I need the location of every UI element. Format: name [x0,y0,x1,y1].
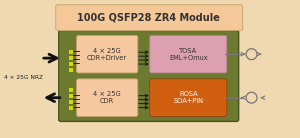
FancyBboxPatch shape [76,79,138,116]
Text: TOSA
EML+Omux: TOSA EML+Omux [169,48,208,61]
Bar [69,62,73,66]
Text: 4 × 25G
CDR+Driver: 4 × 25G CDR+Driver [87,48,127,61]
Bar [69,68,73,72]
FancyBboxPatch shape [59,30,239,121]
FancyBboxPatch shape [150,35,227,73]
FancyBboxPatch shape [56,5,243,30]
Text: ROSA
SOA+PIN: ROSA SOA+PIN [173,91,203,104]
Text: 4 × 25G
CDR: 4 × 25G CDR [93,91,121,104]
Text: 100G QSFP28 ZR4 Module: 100G QSFP28 ZR4 Module [77,13,220,23]
Text: 4 × 25G NRZ: 4 × 25G NRZ [4,75,43,80]
Bar [69,88,73,92]
Bar [69,106,73,110]
Bar [69,100,73,104]
FancyBboxPatch shape [150,79,227,116]
Bar [69,56,73,60]
Bar [69,94,73,98]
Bar [69,50,73,54]
FancyBboxPatch shape [76,35,138,73]
